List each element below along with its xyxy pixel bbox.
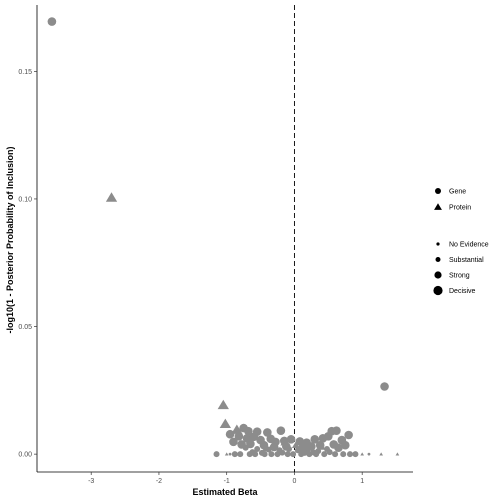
legend-shape: Gene Protein [434,188,471,212]
axes [36,5,413,473]
data-point [284,451,291,458]
y-tick-label: 0.00 [18,452,32,459]
data-point [47,17,57,26]
data-point [380,382,389,391]
ticks: -3 -2 -1 0 1 0.00 0.05 0.10 0.15 [18,69,364,485]
data-point [321,451,328,458]
legend-symbol [434,271,442,279]
legend-symbol [435,188,441,194]
legend-symbol [435,257,441,262]
data-point [352,451,359,458]
data-point [231,424,243,434]
data-point [244,426,253,436]
legend-label: Strong [449,273,470,280]
data-point [262,444,270,452]
data-point [280,438,289,446]
x-tick-label: 0 [292,478,296,485]
data-point [219,418,231,429]
legend-label: No Evidence [449,242,489,249]
data-point [237,451,244,458]
data-point [290,451,297,458]
y-tick-label: 0.15 [18,69,32,76]
data-point [286,435,296,444]
data-point [395,452,400,456]
y-tick-label: 0.10 [18,196,32,203]
data-point [379,452,383,456]
data-point [310,435,320,444]
x-tick-label: 1 [360,478,364,485]
data-point [298,451,305,458]
data-point [332,451,339,458]
data-point [332,426,341,435]
data-point [246,451,253,458]
x-tick-label: -1 [224,478,230,485]
y-tick-label: 0.05 [18,324,32,331]
data-point [279,449,286,456]
data-point [326,449,333,456]
data-point [340,451,347,458]
legend-label: Substantial [449,257,484,264]
data-point [254,446,261,453]
data-point [229,437,238,447]
data-point [261,451,268,458]
data-point [334,443,343,453]
data-point [246,439,255,449]
data-point [269,442,279,452]
data-point [249,432,259,442]
data-point [224,452,229,456]
data-point [242,444,249,451]
data-point [276,426,286,435]
data-point [228,452,232,456]
data-point [263,428,272,437]
legend-symbol [433,285,443,296]
data-points [47,17,400,458]
data-point [317,443,326,450]
data-point [234,431,244,441]
y-axis-title: -log10(1 - Posterior Probability of Incl… [5,146,15,333]
legend-symbol [436,242,440,246]
data-point [340,440,350,450]
data-point [213,451,220,458]
x-axis-title: Estimated Beta [192,487,258,497]
data-point [344,430,353,440]
data-point [324,431,333,441]
x-tick-label: -2 [156,478,162,485]
legend-label: Protein [449,205,471,212]
data-point [367,452,371,456]
legend-size: No Evidence Substantial Strong Decisive [433,242,489,296]
x-tick-label: -3 [88,478,94,485]
data-point [291,441,300,449]
data-point [105,192,118,202]
legend-label: Decisive [449,288,476,295]
data-point [306,451,313,458]
data-point [313,451,320,458]
data-point [346,451,353,458]
data-point [274,451,281,458]
legend-symbol [434,203,442,210]
data-point [231,451,238,458]
data-point [268,451,275,458]
data-point [286,446,293,453]
data-point [225,429,235,439]
data-point [217,399,229,410]
data-point [360,452,365,456]
legend-label: Gene [449,189,466,196]
data-point [252,451,259,458]
